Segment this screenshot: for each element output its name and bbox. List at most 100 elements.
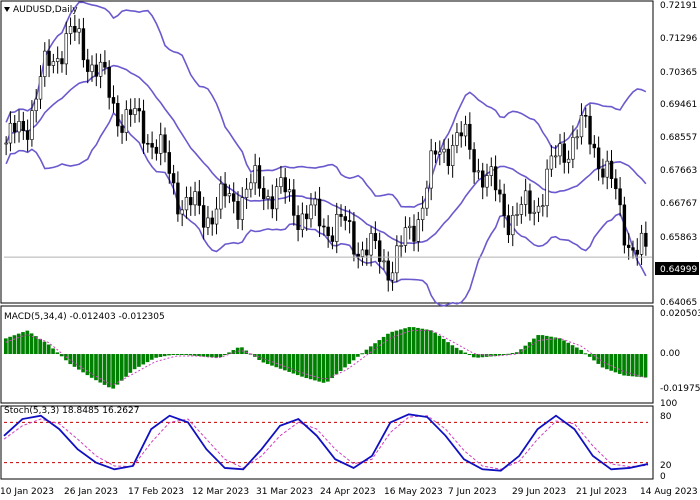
macd-bar xyxy=(622,354,626,376)
date-tick: 29 Jun 2023 xyxy=(512,487,566,497)
macd-bar xyxy=(368,346,373,355)
macd-bar xyxy=(544,335,549,355)
candle-body xyxy=(498,189,502,195)
candle-body xyxy=(219,183,223,210)
macd-bar xyxy=(635,354,639,377)
macd-tick: -0.019756 xyxy=(660,384,700,394)
date-tick: 17 Feb 2023 xyxy=(128,487,184,497)
candle-body xyxy=(231,193,236,202)
macd-bar xyxy=(467,354,472,356)
candle-body xyxy=(326,226,330,237)
macd-bar xyxy=(137,354,141,367)
macd-bar xyxy=(398,329,403,355)
macd-bar xyxy=(630,354,635,377)
macd-bar xyxy=(12,335,17,355)
candle-body xyxy=(618,188,622,206)
candle-body xyxy=(116,103,120,127)
macd-bar xyxy=(201,354,206,357)
macd-bar xyxy=(519,349,523,355)
candle-body xyxy=(86,59,90,72)
candle-body xyxy=(609,160,614,179)
macd-bar xyxy=(210,354,214,358)
macd-bar xyxy=(300,354,304,377)
macd-bar xyxy=(566,342,571,355)
candle-body xyxy=(622,204,627,246)
macd-bar xyxy=(145,354,150,363)
stoch-label: Stoch(5,3,3) 18.8485 16.2627 xyxy=(4,406,139,416)
macd-bar xyxy=(21,332,25,355)
macd-bar xyxy=(587,354,592,357)
candle-body xyxy=(373,233,378,242)
candle-body xyxy=(438,151,442,155)
macd-bar xyxy=(390,331,395,355)
macd-bar xyxy=(42,341,47,355)
candle-body xyxy=(206,217,210,228)
date-tick: 31 Mar 2023 xyxy=(256,487,313,497)
macd-bar xyxy=(34,336,38,355)
candle-body xyxy=(322,225,326,228)
candle-body xyxy=(403,227,408,246)
macd-bar xyxy=(407,327,412,355)
date-tick: 14 Aug 2023 xyxy=(640,487,698,497)
stoch-tick: 100 xyxy=(660,399,677,409)
candle-body xyxy=(98,61,103,77)
macd-bar xyxy=(626,354,631,376)
price-tick: 0.70365 xyxy=(660,68,697,78)
macd-bar xyxy=(592,354,596,361)
date-tick: 24 Apr 2023 xyxy=(320,487,376,497)
macd-bar xyxy=(119,354,124,381)
price-panel-frame xyxy=(0,0,654,304)
candle-body xyxy=(601,168,605,178)
macd-bar xyxy=(343,354,347,368)
candle-body xyxy=(377,240,382,262)
macd-bar xyxy=(38,338,42,355)
candle-body xyxy=(25,130,30,140)
candle-body xyxy=(90,64,94,72)
candle-body xyxy=(236,201,240,220)
macd-bar xyxy=(313,354,317,381)
macd-bar xyxy=(373,343,377,355)
candle-body xyxy=(330,235,335,242)
candle-body xyxy=(73,26,77,33)
stochastic-lines xyxy=(3,413,649,472)
candle-body xyxy=(279,177,283,187)
candle-body xyxy=(347,220,352,222)
candle-body xyxy=(639,232,644,255)
candle-body xyxy=(133,108,137,115)
stoch-tick: 20 xyxy=(660,461,672,471)
macd-bar xyxy=(184,354,188,356)
stoch-signal-line xyxy=(3,415,649,470)
macd-bar xyxy=(4,338,8,355)
candle-body xyxy=(614,178,618,190)
candle-body xyxy=(68,26,73,34)
candle-body xyxy=(55,58,60,62)
candle-body xyxy=(481,170,485,188)
date-tick: 21 Jul 2023 xyxy=(576,487,627,497)
candle-body xyxy=(107,67,111,98)
macd-bar xyxy=(46,344,51,355)
candle-body xyxy=(536,205,541,213)
macd-bar xyxy=(549,336,553,355)
macd-bar xyxy=(158,354,163,357)
macd-bar xyxy=(94,354,98,381)
candle-body xyxy=(588,115,592,145)
price-tick: 0.68557 xyxy=(660,133,697,143)
candle-body xyxy=(472,149,476,173)
macd-bar xyxy=(205,354,210,357)
macd-bar xyxy=(72,354,77,367)
macd-bar xyxy=(506,353,510,355)
candle-body xyxy=(468,123,472,150)
date-tick: 10 Jan 2023 xyxy=(0,487,54,497)
macd-bar xyxy=(416,327,420,355)
dropdown-arrow-icon[interactable] xyxy=(4,7,10,12)
macd-bar xyxy=(480,354,485,358)
candle-body xyxy=(489,166,493,176)
macd-bar xyxy=(227,352,231,355)
candle-body xyxy=(635,249,639,255)
date-tick: 16 May 2023 xyxy=(384,487,443,497)
price-tick: 0.71296 xyxy=(660,34,697,44)
macd-tick: 0.020503 xyxy=(660,309,700,319)
candle-body xyxy=(493,166,498,191)
macd-bar xyxy=(403,328,407,355)
candle-body xyxy=(257,165,262,189)
